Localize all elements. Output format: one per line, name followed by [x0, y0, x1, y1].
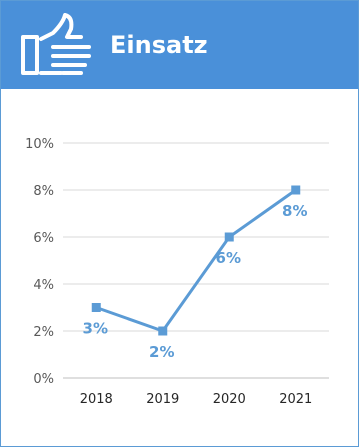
x-tick-label: 2019 — [146, 392, 179, 407]
data-label-2020: 6% — [216, 249, 241, 267]
y-tick-label: 8% — [33, 184, 54, 199]
y-tick-label: 2% — [33, 325, 54, 340]
x-tick-label: 2020 — [213, 392, 246, 407]
series-einsatz — [91, 185, 301, 336]
x-tick-label: 2018 — [80, 392, 113, 407]
data-point-2018 — [91, 303, 101, 312]
data-point-2020 — [224, 232, 234, 242]
data-labels: 3% 2% 6% 8% — [83, 202, 308, 361]
y-tick-label: 10% — [25, 137, 54, 152]
x-tick-label: 2021 — [279, 392, 312, 407]
header-banner: Einsatz — [1, 1, 358, 89]
y-tick-label: 6% — [33, 231, 54, 246]
y-tick-label: 0% — [33, 372, 54, 387]
data-point-2021 — [291, 185, 301, 195]
data-label-2019: 2% — [149, 343, 174, 361]
gridlines — [63, 142, 329, 379]
data-point-2019 — [158, 326, 168, 336]
y-axis-ticks: 0% 2% 4% 6% 8% 10% — [25, 137, 54, 387]
y-tick-label: 4% — [33, 278, 54, 293]
x-axis-ticks: 2018 2019 2020 2021 — [80, 392, 313, 407]
thumbs-up-icon — [21, 13, 91, 75]
series-line — [95, 188, 297, 333]
header-title: Einsatz — [110, 31, 208, 59]
data-label-2021: 8% — [282, 202, 307, 220]
data-label-2018: 3% — [83, 320, 108, 338]
